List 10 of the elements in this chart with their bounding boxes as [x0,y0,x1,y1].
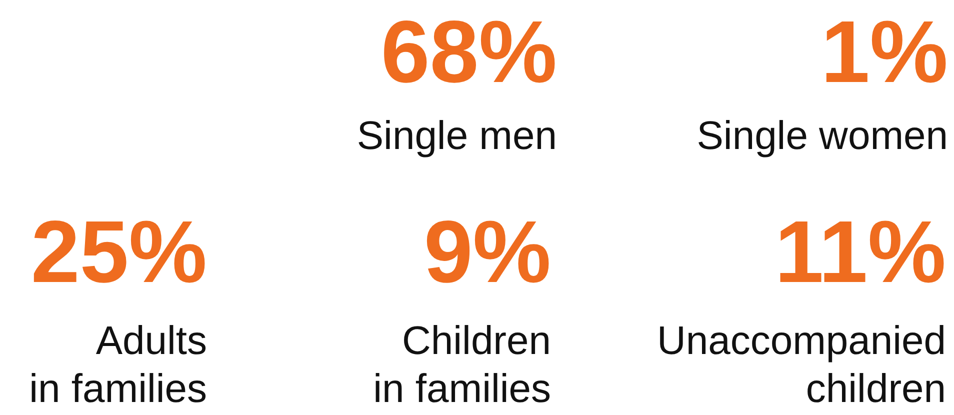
data-label: 9% [424,202,551,301]
category-label: Single men [356,113,557,160]
data-label: 68% [380,2,557,101]
data-label: 25% [30,202,207,301]
data-label: 1% [820,2,948,101]
category-label: Children in families [373,319,551,411]
category-label: Single women [696,114,948,158]
category-label: Adults in families [28,318,207,413]
data-label: 11% [774,202,946,301]
category-label: Unaccompanied children [656,319,946,411]
